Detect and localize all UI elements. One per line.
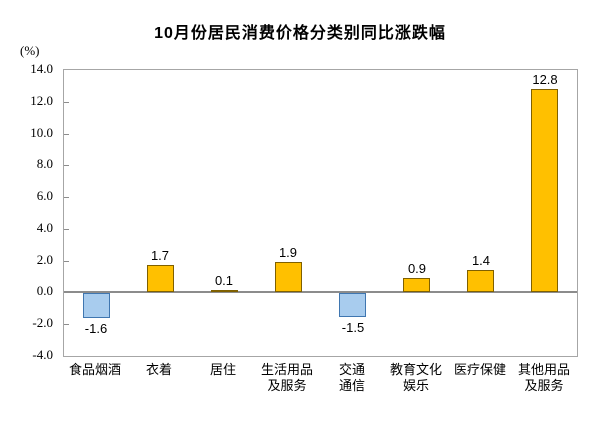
category-label: 交通 通信 xyxy=(297,362,407,394)
y-axis-tick-label: 4.0 xyxy=(36,219,53,235)
y-axis-tick-mark xyxy=(64,134,69,135)
y-axis-tick-label: 14.0 xyxy=(30,61,53,76)
category-label-line: 其他用品 xyxy=(517,362,570,377)
value-label: 0.9 xyxy=(407,261,427,276)
category-label-line: 教育文化 xyxy=(389,362,442,377)
y-axis-tick-label: 2.0 xyxy=(36,251,53,267)
category-label-line: 娱乐 xyxy=(402,378,429,393)
y-axis-tick-mark xyxy=(64,165,69,166)
y-axis-tick-label: 10.0 xyxy=(30,124,53,140)
bar xyxy=(531,89,558,292)
bar xyxy=(467,270,494,292)
bar xyxy=(339,293,366,317)
y-axis-tick-label: 8.0 xyxy=(36,156,53,172)
category-label-line: 及服务 xyxy=(524,378,564,393)
value-label: 1.4 xyxy=(471,253,491,268)
y-axis-tick-label: -2.0 xyxy=(32,315,53,331)
bar xyxy=(403,278,430,292)
category-label-line: 医疗保健 xyxy=(453,362,506,377)
category-label-line: 衣着 xyxy=(145,362,172,377)
y-axis-tick-mark xyxy=(64,261,69,262)
y-axis-unit-label: (%) xyxy=(20,43,40,58)
value-label: 1.7 xyxy=(150,248,170,263)
category-label-line: 食品烟酒 xyxy=(68,362,121,377)
y-axis-tick-label: -4.0 xyxy=(32,347,53,362)
value-label: 0.1 xyxy=(214,273,234,288)
bar xyxy=(211,290,238,292)
chart-title: 10月份居民消费价格分类别同比涨跌幅 xyxy=(154,25,446,42)
y-axis-tick-mark xyxy=(64,229,69,230)
value-label: -1.5 xyxy=(341,320,365,335)
y-axis-tick-mark xyxy=(64,324,69,325)
category-label: 生活用品 及服务 xyxy=(232,362,342,394)
y-axis-tick-mark xyxy=(64,102,69,103)
plot-area: -1.6 1.7 0.1 1.9 -1.5 0.9 1.4 12.8 xyxy=(63,69,578,357)
bar xyxy=(147,265,174,292)
y-axis-tick-label: 6.0 xyxy=(36,188,53,204)
category-label: 其他用品 及服务 xyxy=(489,362,599,394)
value-label: -1.6 xyxy=(84,321,108,336)
category-label-line: 及服务 xyxy=(267,378,307,393)
category-label-line: 通信 xyxy=(338,378,365,393)
y-axis-tick-mark xyxy=(64,197,69,198)
value-label: 1.9 xyxy=(278,245,298,260)
category-label: 医疗保健 xyxy=(425,362,535,378)
y-axis-tick-label: 0.0 xyxy=(36,283,53,299)
category-label: 衣着 xyxy=(104,362,214,378)
bar xyxy=(83,293,110,318)
category-label: 食品烟酒 xyxy=(40,362,150,378)
category-label: 教育文化 娱乐 xyxy=(361,362,471,394)
category-label-line: 居住 xyxy=(209,362,236,377)
category-label-line: 生活用品 xyxy=(260,362,313,377)
y-axis-tick-label: 12.0 xyxy=(30,92,53,108)
zero-axis-line xyxy=(64,291,577,293)
bar xyxy=(275,262,302,292)
value-label: 12.8 xyxy=(532,72,558,87)
category-label-line: 交通 xyxy=(338,362,365,377)
category-label: 居住 xyxy=(168,362,278,378)
